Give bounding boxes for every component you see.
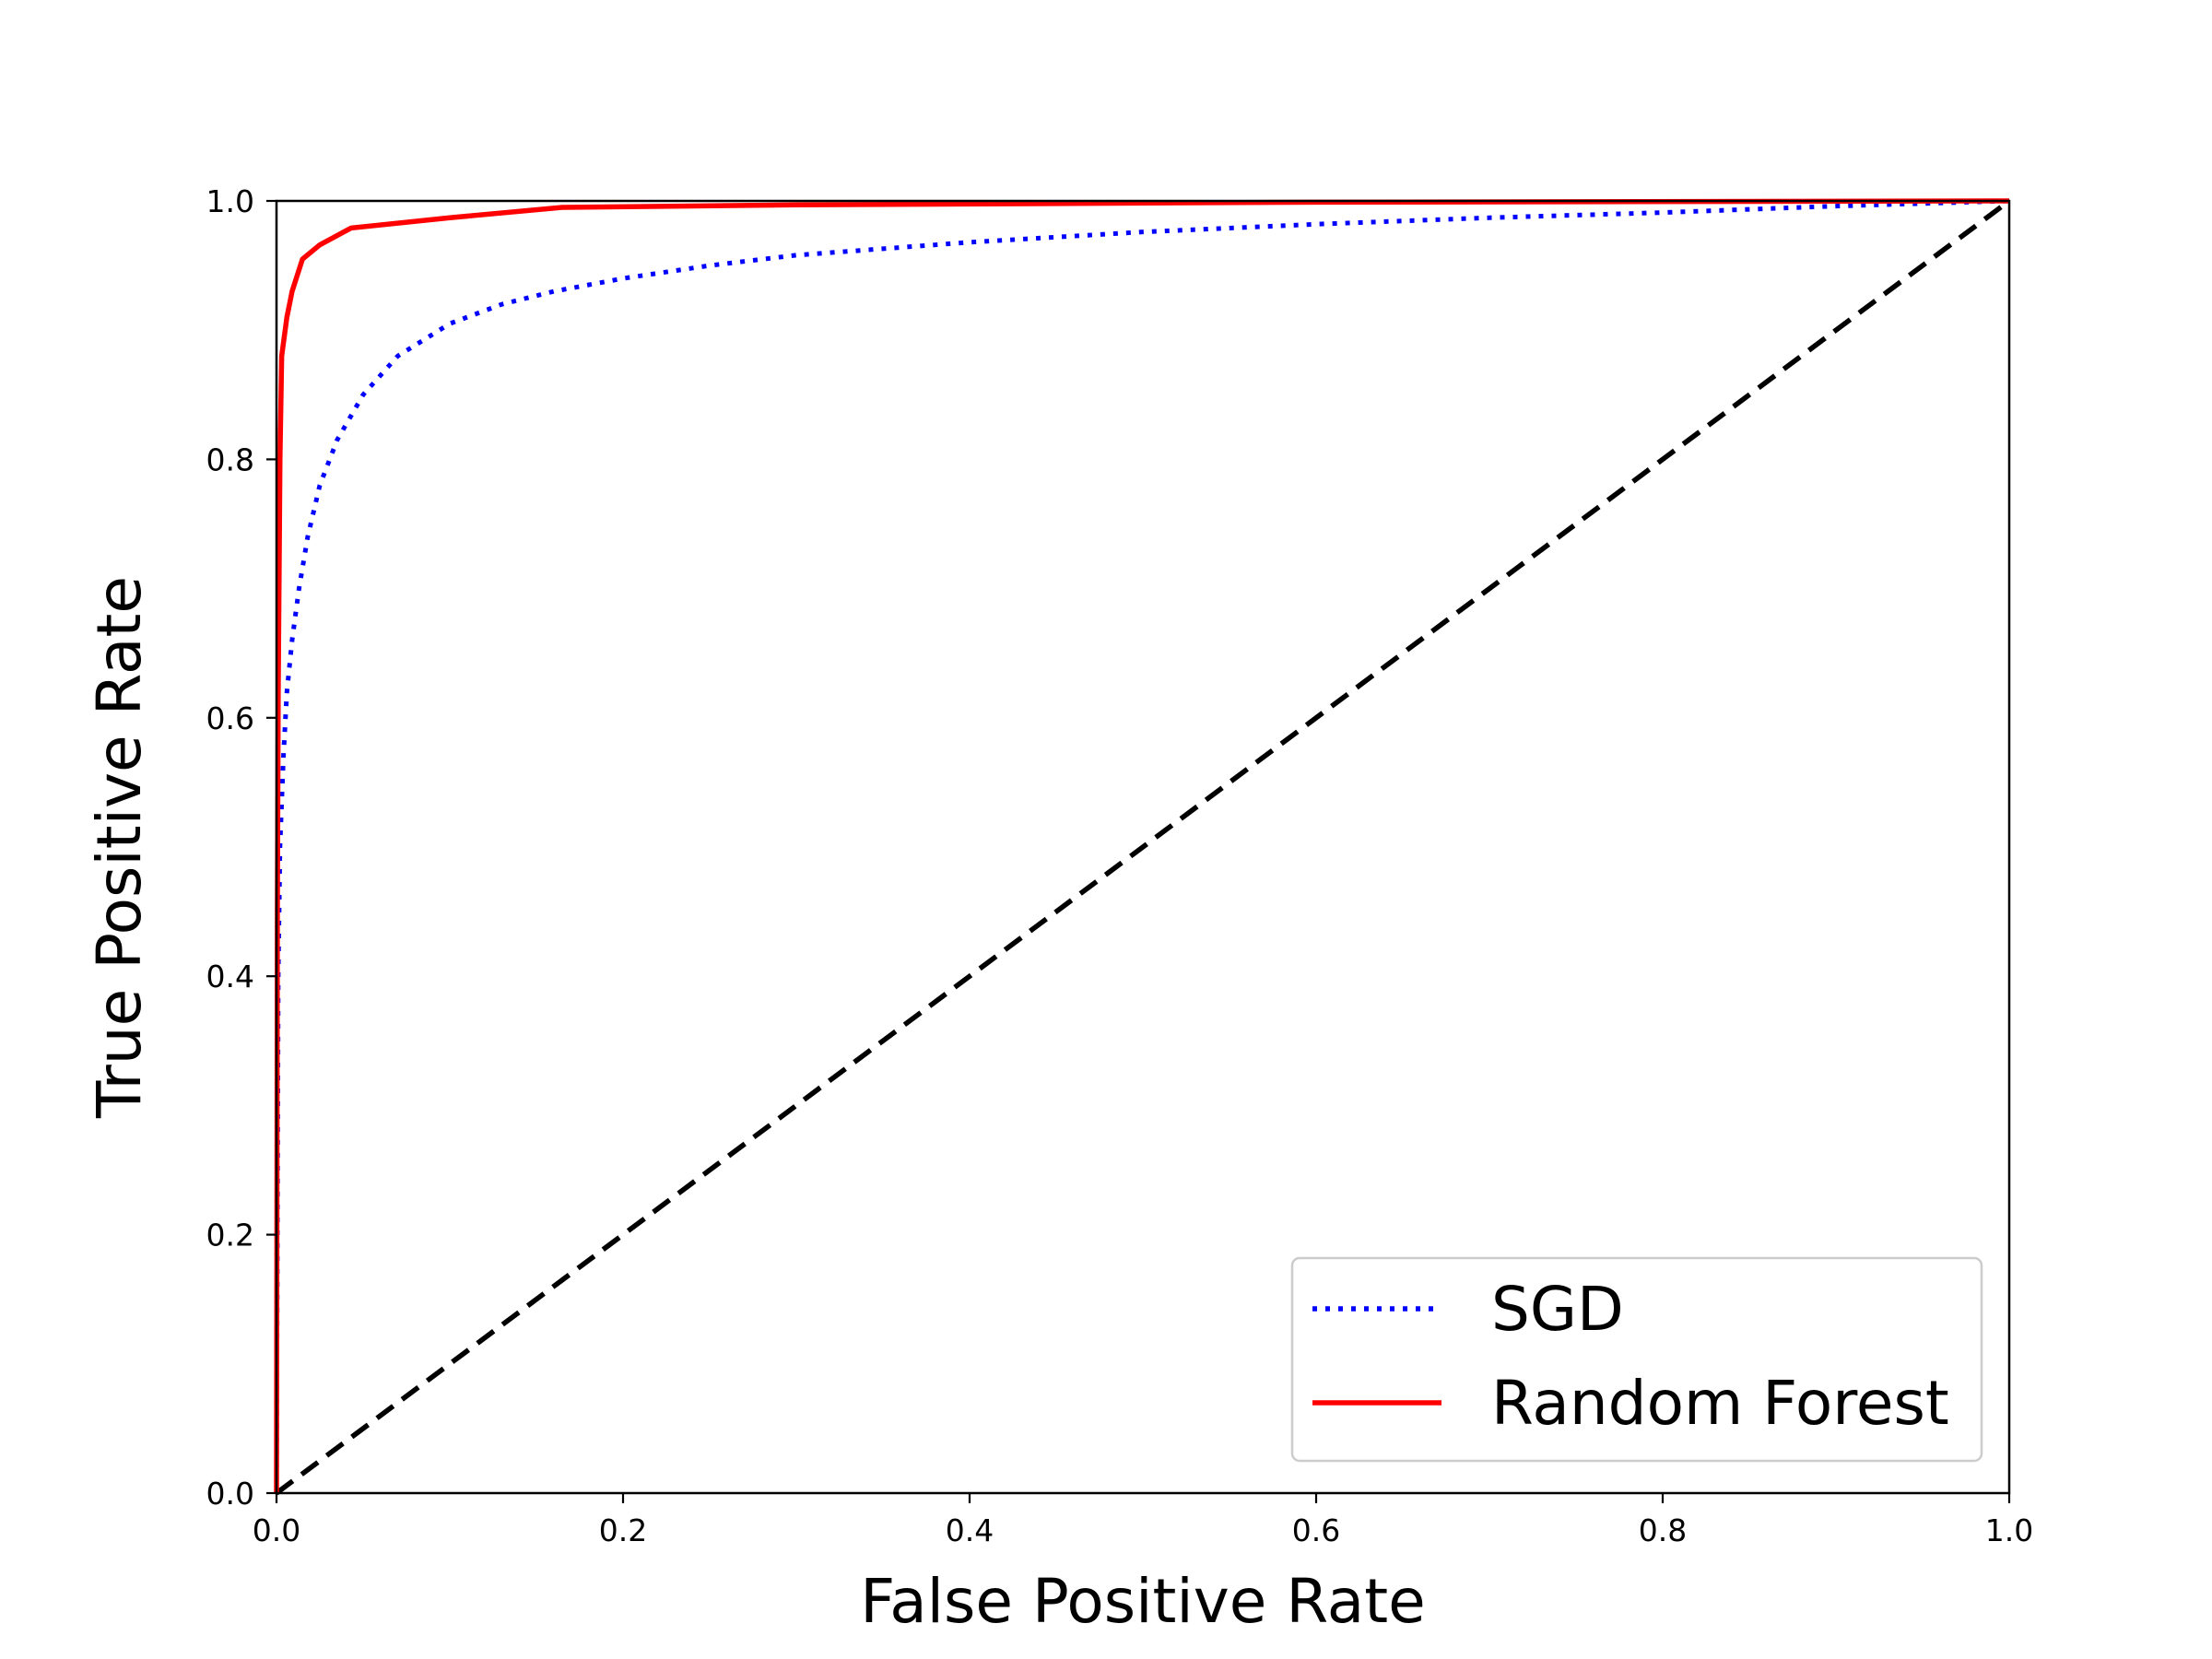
- legend-label-random-forest: Random Forest: [1491, 1368, 1949, 1439]
- y-axis-label: True Positive Rate: [84, 576, 155, 1119]
- y-tick-label: 0.6: [206, 700, 254, 736]
- series-line-random-forest: [274, 198, 2010, 1494]
- legend-box: [1290, 1256, 1983, 1463]
- y-tick-label: 0.4: [206, 959, 254, 994]
- series-line-sgd: [274, 198, 2010, 1494]
- x-tick-label: 0.0: [253, 1512, 300, 1548]
- legend-label-sgd: SGD: [1491, 1274, 1624, 1345]
- y-tick-label: 0.0: [206, 1476, 254, 1512]
- x-tick-label: 0.4: [946, 1512, 994, 1548]
- y-tick-label: 0.8: [206, 441, 254, 477]
- y-tick-label: 0.2: [206, 1218, 254, 1253]
- axes-frame: [275, 199, 2011, 1495]
- x-tick-label: 0.2: [599, 1512, 647, 1548]
- plot-lines: [274, 198, 2011, 1496]
- diagonal-reference-line: [275, 198, 2011, 1496]
- x-tick-label: 0.6: [1292, 1512, 1340, 1548]
- x-tick-label: 0.8: [1639, 1512, 1687, 1548]
- y-axis-ticks: 0.0 0.2 0.4 0.6 0.8 1.0: [206, 183, 276, 1512]
- legend: SGD Random Forest: [1290, 1256, 1983, 1463]
- x-axis-label: False Positive Rate: [860, 1566, 1425, 1637]
- y-tick-label: 1.0: [206, 183, 254, 219]
- x-tick-label: 1.0: [1985, 1512, 2033, 1548]
- x-axis-ticks: 0.0 0.2 0.4 0.6 0.8 1.0: [253, 1493, 2033, 1548]
